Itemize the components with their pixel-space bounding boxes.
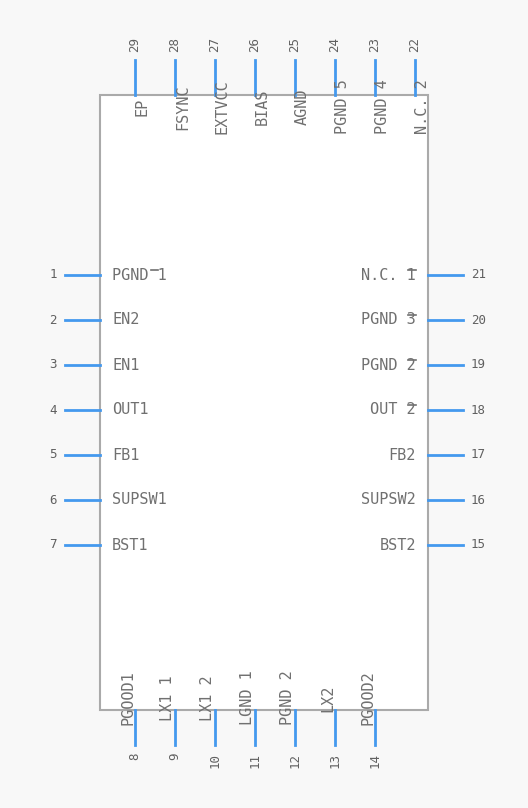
Text: 13: 13 xyxy=(328,753,342,768)
Text: 6: 6 xyxy=(50,494,57,507)
Text: PGND 3: PGND 3 xyxy=(361,313,416,327)
Text: 18: 18 xyxy=(471,403,486,416)
Text: 11: 11 xyxy=(249,753,261,768)
Text: 3: 3 xyxy=(50,359,57,372)
Text: 15: 15 xyxy=(471,538,486,552)
Text: 8: 8 xyxy=(128,753,142,760)
Text: LX1 2: LX1 2 xyxy=(200,675,215,721)
Text: LX2: LX2 xyxy=(320,684,335,712)
Text: N.C. 1: N.C. 1 xyxy=(361,267,416,283)
Text: 29: 29 xyxy=(128,37,142,52)
Text: FB1: FB1 xyxy=(112,448,139,462)
Text: OUT 2: OUT 2 xyxy=(370,402,416,418)
Text: PGOOD1: PGOOD1 xyxy=(120,671,135,726)
Text: EXTVCC: EXTVCC xyxy=(215,80,230,134)
Text: 27: 27 xyxy=(209,37,222,52)
Text: 1: 1 xyxy=(50,268,57,281)
Text: 10: 10 xyxy=(209,753,222,768)
Bar xyxy=(100,95,428,710)
Text: BST1: BST1 xyxy=(112,537,148,553)
Text: 20: 20 xyxy=(471,314,486,326)
Text: 9: 9 xyxy=(168,753,182,760)
Text: PGND 2: PGND 2 xyxy=(361,357,416,372)
Text: OUT1: OUT1 xyxy=(112,402,148,418)
Text: SUPSW2: SUPSW2 xyxy=(361,493,416,507)
Text: LGND 1: LGND 1 xyxy=(240,671,255,726)
Text: PGND 1: PGND 1 xyxy=(112,267,167,283)
Text: PGND 4: PGND 4 xyxy=(375,80,390,134)
Text: 12: 12 xyxy=(288,753,301,768)
Text: PGND 2: PGND 2 xyxy=(280,671,295,726)
Text: 21: 21 xyxy=(471,268,486,281)
Text: 28: 28 xyxy=(168,37,182,52)
Text: AGND: AGND xyxy=(295,89,310,125)
Text: 16: 16 xyxy=(471,494,486,507)
Text: FB2: FB2 xyxy=(389,448,416,462)
Text: 23: 23 xyxy=(369,37,382,52)
Text: FSYNC: FSYNC xyxy=(175,84,190,130)
Text: EN1: EN1 xyxy=(112,357,139,372)
Text: LX1 1: LX1 1 xyxy=(160,675,175,721)
Text: EN2: EN2 xyxy=(112,313,139,327)
Text: PGND 5: PGND 5 xyxy=(335,80,350,134)
Text: N.C. 2: N.C. 2 xyxy=(415,80,430,134)
Text: 24: 24 xyxy=(328,37,342,52)
Text: 22: 22 xyxy=(409,37,421,52)
Text: 25: 25 xyxy=(288,37,301,52)
Text: SUPSW1: SUPSW1 xyxy=(112,493,167,507)
Text: 14: 14 xyxy=(369,753,382,768)
Text: BIAS: BIAS xyxy=(255,89,270,125)
Text: EP: EP xyxy=(135,98,150,116)
Text: 19: 19 xyxy=(471,359,486,372)
Text: 5: 5 xyxy=(50,448,57,461)
Text: 2: 2 xyxy=(50,314,57,326)
Text: 7: 7 xyxy=(50,538,57,552)
Text: 17: 17 xyxy=(471,448,486,461)
Text: PGOOD2: PGOOD2 xyxy=(360,671,375,726)
Text: 26: 26 xyxy=(249,37,261,52)
Text: BST2: BST2 xyxy=(380,537,416,553)
Text: 4: 4 xyxy=(50,403,57,416)
